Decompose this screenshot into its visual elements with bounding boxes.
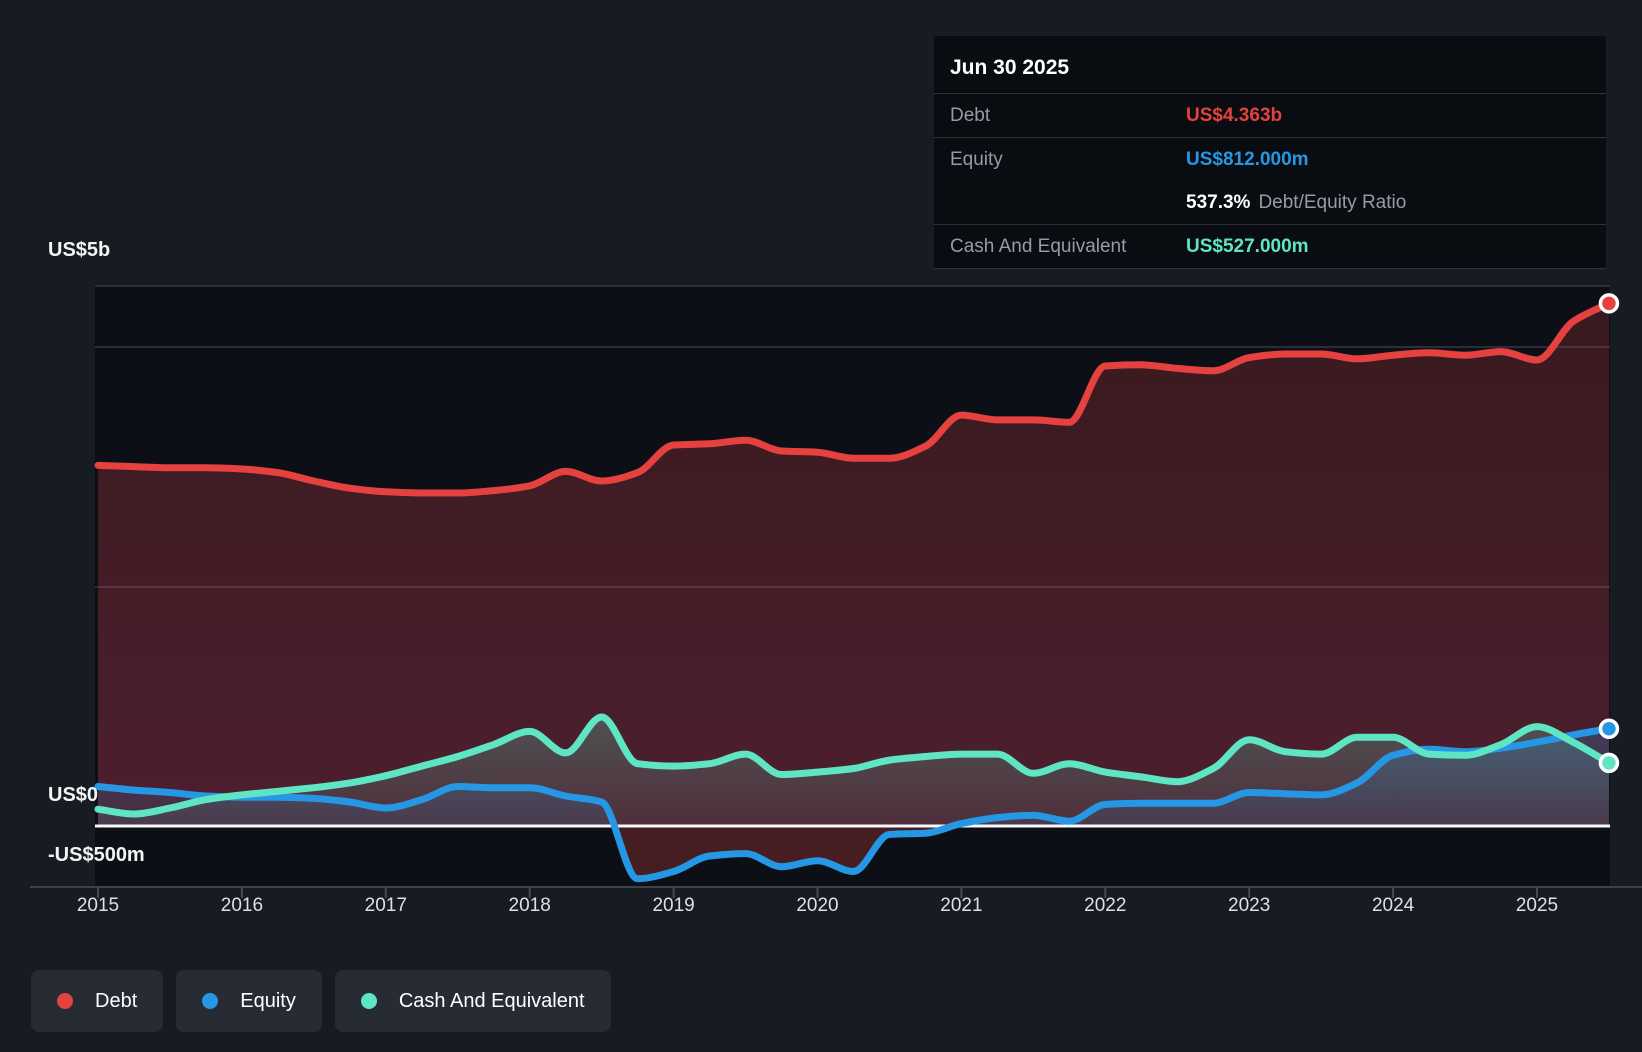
debt-area-fill (98, 303, 1609, 826)
tooltip-row-equity: Equity US$812.000m (934, 138, 1606, 181)
x-axis-label: 2025 (1516, 895, 1558, 916)
tooltip-cash-value: US$527.000m (1186, 235, 1309, 257)
x-axis-label: 2017 (365, 895, 407, 916)
legend-item-cash[interactable]: Cash And Equivalent (334, 970, 611, 1032)
legend-cash-label: Cash And Equivalent (398, 989, 585, 1012)
tooltip-ratio-value: 537.3% (1186, 191, 1251, 213)
tooltip-debt-label: Debt (950, 104, 991, 126)
y-axis-label: -US$500m (48, 844, 145, 866)
x-axis-label: 2020 (796, 895, 838, 916)
x-axis-label: 2021 (940, 895, 982, 916)
x-axis-label: 2015 (77, 895, 119, 916)
equity-dot-icon (202, 993, 219, 1009)
tooltip-equity-label: Equity (950, 148, 1003, 170)
tooltip-debt-value: US$4.363b (1186, 104, 1283, 126)
x-axis-label: 2016 (221, 895, 263, 916)
debt-end-marker[interactable] (1598, 293, 1620, 314)
equity-area-fill-positive (98, 728, 1609, 826)
legend-debt-label: Debt (95, 989, 138, 1012)
x-axis-label: 2024 (1372, 895, 1415, 916)
x-axis-label: 2022 (1084, 895, 1126, 916)
chart-legend: Debt Equity Cash And Equivalent (31, 970, 611, 1032)
legend-item-equity[interactable]: Equity (176, 970, 322, 1032)
tooltip-row-cash: Cash And Equivalent US$527.000m (934, 225, 1606, 269)
legend-item-debt[interactable]: Debt (31, 970, 164, 1032)
debt-dot-icon (57, 993, 73, 1009)
tooltip-row-ratio: 537.3% Debt/Equity Ratio (934, 181, 1606, 225)
equity-end-marker[interactable] (1598, 718, 1620, 739)
x-axis-label: 2019 (652, 895, 694, 916)
cash-line[interactable] (94, 713, 1613, 818)
tooltip-equity-value: US$812.000m (1186, 148, 1309, 170)
equity-line[interactable] (94, 725, 1613, 883)
y-axis-label: US$0 (48, 784, 98, 806)
tooltip-cash-label: Cash And Equivalent (950, 235, 1127, 257)
y-axis-label: US$5b (48, 239, 110, 261)
debt-line[interactable] (94, 299, 1613, 497)
tooltip-ratio-label: Debt/Equity Ratio (1258, 191, 1407, 213)
x-axis-label: 2018 (509, 895, 551, 916)
cash-end-marker[interactable] (1598, 752, 1620, 774)
tooltip-row-debt: Debt US$4.363b (934, 94, 1606, 138)
x-axis-label: 2023 (1228, 895, 1270, 916)
legend-equity-label: Equity (240, 989, 296, 1012)
cash-dot-icon (360, 993, 377, 1009)
chart-tooltip: Jun 30 2025 Debt US$4.363b Equity US$812… (934, 36, 1606, 269)
tooltip-date: Jun 30 2025 (934, 36, 1606, 94)
equity-area-fill-negative (98, 826, 1609, 879)
